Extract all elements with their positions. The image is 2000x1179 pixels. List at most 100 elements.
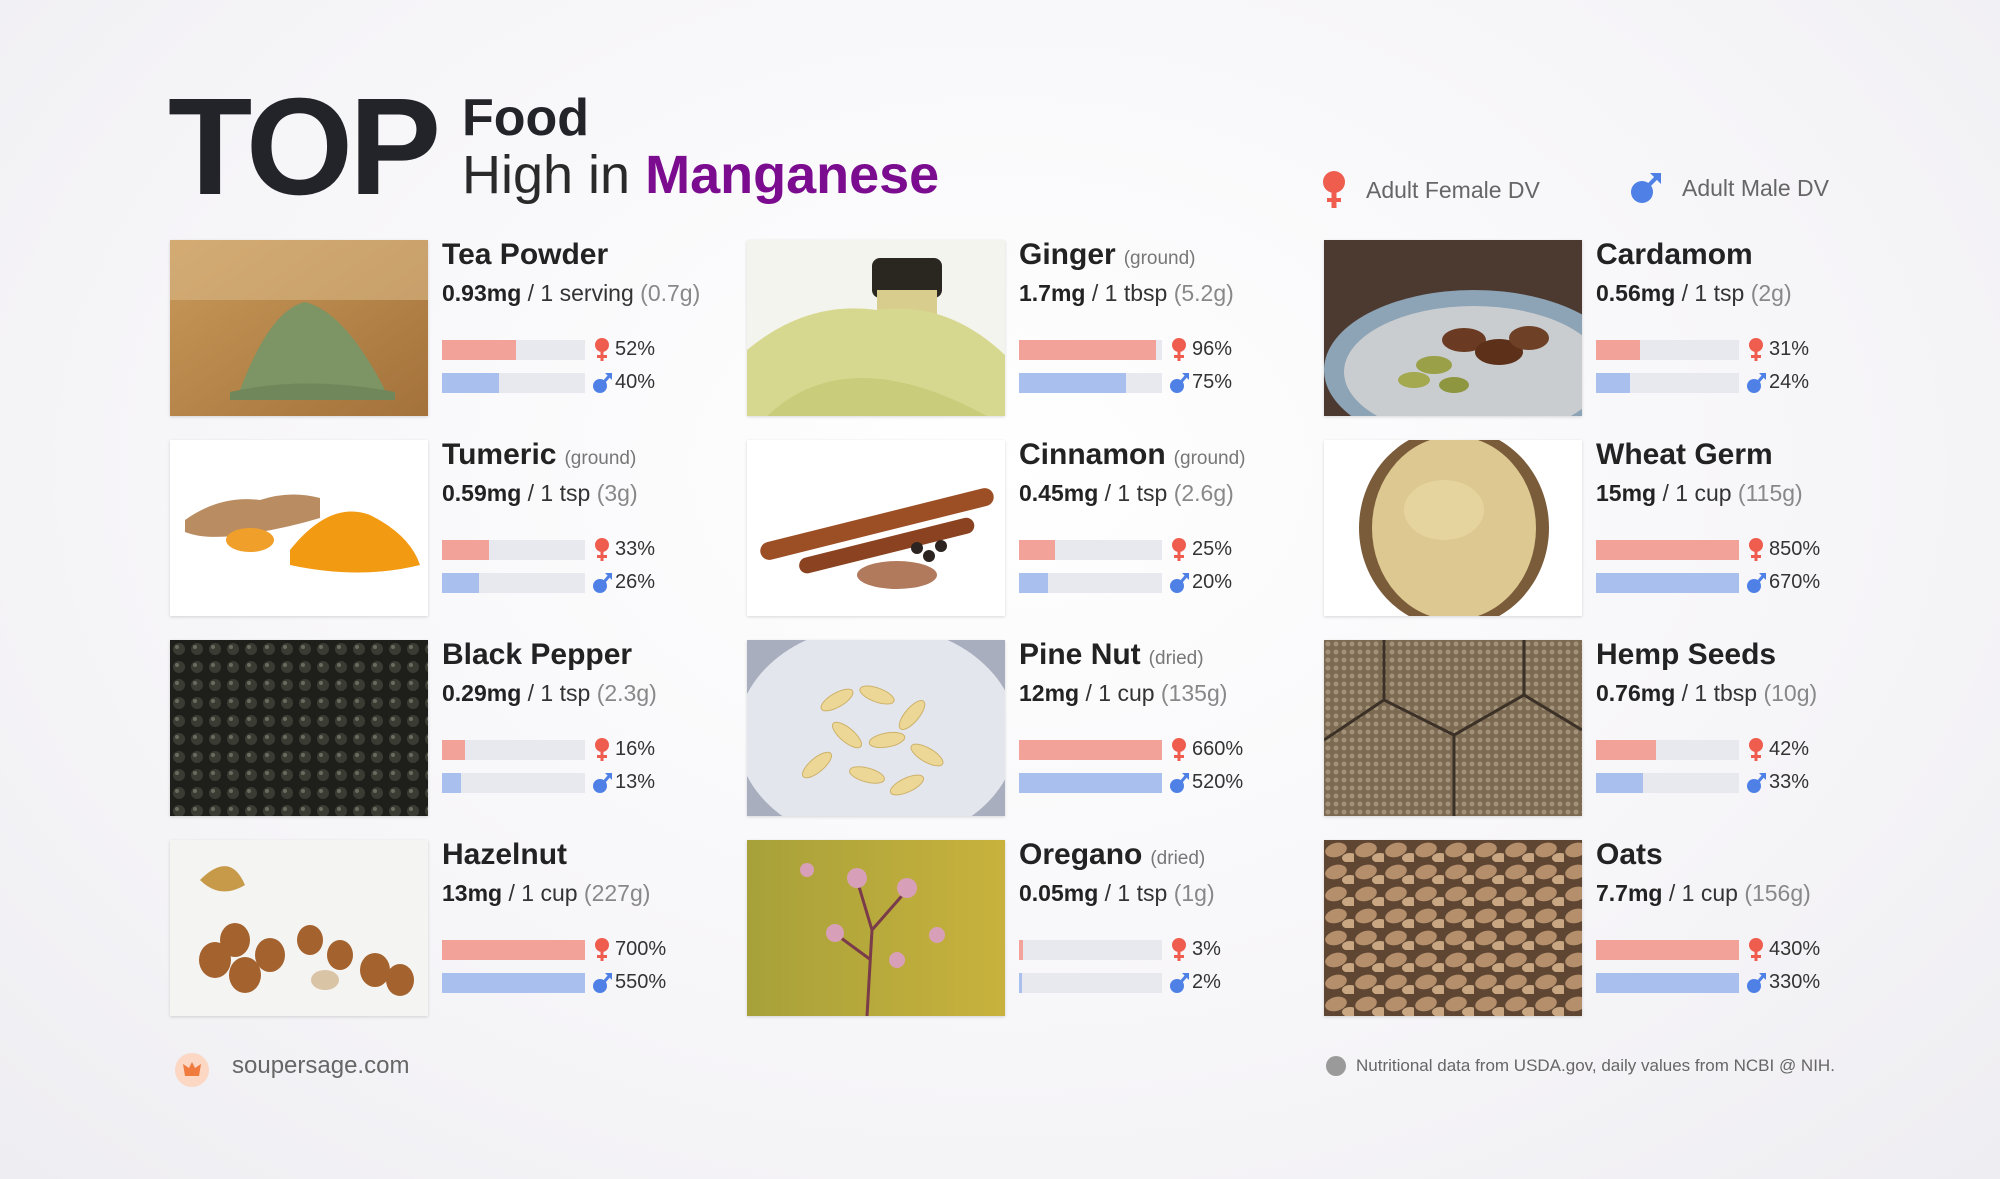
female-dv-bar [1596, 339, 1739, 360]
food-mg: 0.45mg [1019, 480, 1099, 506]
food-card-oats: Oats 7.7mg / 1 cup (156g) 430% 330% [1324, 838, 1884, 1020]
food-name: Cardamom [1596, 238, 1753, 271]
female-dv-row: 42% [1596, 733, 1896, 766]
female-dv-bar [1019, 739, 1162, 760]
male-dv-percent: 24% [1769, 371, 1810, 393]
wheat-germ-photo [1324, 440, 1582, 616]
food-card-cinnamon: Cinnamon (ground) 0.45mg / 1 tsp (2.6g) 2… [747, 438, 1307, 620]
female-symbol-icon [1323, 171, 1345, 208]
female-symbol-icon [1172, 337, 1186, 361]
food-card-ginger: Ginger (ground) 1.7mg / 1 tbsp (5.2g) 96%… [747, 238, 1307, 420]
food-mg: 12mg [1019, 680, 1080, 706]
food-name: Wheat Germ [1596, 438, 1773, 471]
food-mg: 0.05mg [1019, 880, 1099, 906]
female-dv-percent: 52% [615, 338, 656, 360]
female-dv-bar [442, 939, 585, 960]
male-dv-bar [442, 972, 585, 993]
female-dv-row: 25% [1019, 533, 1319, 566]
male-symbol-icon [1747, 972, 1766, 993]
female-dv-percent: 31% [1769, 338, 1810, 360]
male-dv-bar [1596, 772, 1739, 793]
female-dv-percent: 850% [1769, 538, 1821, 560]
female-dv-row: 700% [442, 933, 742, 966]
tea-powder-photo [170, 240, 428, 416]
food-weight: (2g) [1750, 280, 1792, 306]
legend-male: Adult Male DV [1628, 170, 1829, 206]
food-card-wheat-germ: Wheat Germ 15mg / 1 cup (115g) 850% 670% [1324, 438, 1884, 620]
cardamom-photo [1324, 240, 1582, 416]
food-name: Tumeric [442, 438, 557, 471]
food-weight: (10g) [1763, 680, 1818, 706]
male-dv-percent: 330% [1769, 971, 1821, 993]
footer-site-link[interactable]: soupersage.com [232, 1052, 410, 1079]
male-dv-row: 13% [442, 766, 742, 799]
hemp-seeds-photo [1324, 640, 1582, 816]
food-serving: / 1 tsp [1681, 280, 1745, 306]
male-dv-percent: 20% [1192, 571, 1233, 593]
soupersage-logo-icon[interactable] [172, 1050, 212, 1090]
food-name: Ginger [1019, 238, 1116, 271]
female-symbol-icon [595, 537, 609, 561]
cinnamon-photo [747, 440, 1005, 616]
food-weight: (227g) [583, 880, 651, 906]
tumeric-photo [170, 440, 428, 616]
male-symbol-icon [1747, 772, 1766, 793]
food-mg: 0.93mg [442, 280, 522, 306]
food-card-oregano: Oregano (dried) 0.05mg / 1 tsp (1g) 3% 2% [747, 838, 1307, 1020]
legend-female-label: Adult Female DV [1366, 176, 1540, 203]
female-dv-bar [1019, 939, 1162, 960]
legend-male-label: Adult Male DV [1682, 174, 1830, 201]
food-serving: / 1 tbsp [1091, 280, 1168, 306]
food-serving: / 1 tbsp [1681, 680, 1758, 706]
male-dv-row: 26% [442, 566, 742, 599]
food-mg: 0.59mg [442, 480, 522, 506]
info-dot-icon [1326, 1056, 1346, 1076]
female-dv-bar [1019, 539, 1162, 560]
female-dv-bar [1596, 939, 1739, 960]
title-top: TOP [168, 70, 441, 224]
oregano-photo [747, 840, 1005, 1016]
food-serving: / 1 tsp [1104, 880, 1168, 906]
food-weight: (5.2g) [1173, 280, 1234, 306]
male-dv-percent: 550% [615, 971, 667, 993]
food-weight: (115g) [1737, 480, 1803, 506]
food-weight: (3g) [596, 480, 638, 506]
male-dv-bar [1019, 372, 1162, 393]
female-symbol-icon [1749, 337, 1763, 361]
female-dv-row: 430% [1596, 933, 1896, 966]
female-dv-row: 850% [1596, 533, 1896, 566]
female-dv-percent: 33% [615, 538, 656, 560]
black-pepper-photo [170, 640, 428, 816]
male-symbol-icon [1631, 173, 1661, 203]
food-card-cardamom: Cardamom 0.56mg / 1 tsp (2g) 31% 24% [1324, 238, 1884, 420]
food-name: Tea Powder [442, 238, 609, 271]
female-dv-bar [442, 539, 585, 560]
female-dv-bar [442, 739, 585, 760]
food-form: (dried) [1150, 848, 1206, 869]
food-name: Hemp Seeds [1596, 638, 1777, 671]
food-form: (ground) [1173, 448, 1246, 469]
oats-photo [1324, 840, 1582, 1016]
male-dv-bar [1019, 572, 1162, 593]
food-form: (ground) [564, 448, 637, 469]
male-symbol-icon [1170, 972, 1189, 993]
food-weight: (135g) [1160, 680, 1228, 706]
food-mg: 7.7mg [1596, 880, 1663, 906]
title-high-in: High in [462, 145, 631, 205]
male-symbol-icon [1170, 772, 1189, 793]
male-symbol-icon [593, 772, 612, 793]
food-name: Black Pepper [442, 638, 633, 671]
food-card-hemp-seeds: Hemp Seeds 0.76mg / 1 tbsp (10g) 42% 33% [1324, 638, 1884, 820]
male-dv-percent: 33% [1769, 771, 1810, 793]
female-dv-percent: 96% [1192, 338, 1233, 360]
female-dv-percent: 700% [615, 938, 667, 960]
male-dv-row: 40% [442, 366, 742, 399]
food-card-hazelnut: Hazelnut 13mg / 1 cup (227g) 700% 550% [170, 838, 730, 1020]
ginger-photo [747, 240, 1005, 416]
female-dv-percent: 16% [615, 738, 656, 760]
male-dv-row: 520% [1019, 766, 1319, 799]
food-mg: 1.7mg [1019, 280, 1086, 306]
male-dv-bar [442, 372, 585, 393]
female-dv-row: 3% [1019, 933, 1319, 966]
food-serving: / 1 cup [1085, 680, 1155, 706]
